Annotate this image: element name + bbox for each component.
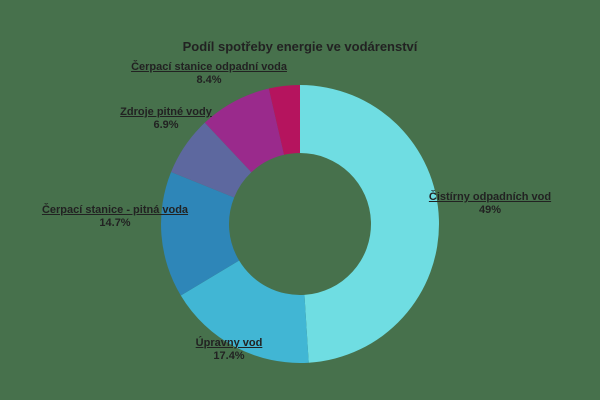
- slice-label-2[interactable]: Čerpací stanice - pitná voda 14.7%: [42, 204, 188, 230]
- slice-label-percent: 49%: [478, 204, 502, 216]
- slice-label-0[interactable]: Čistírny odpadních vod 49%: [429, 191, 551, 217]
- slice-label-3[interactable]: Zdroje pitné vody 6.9%: [120, 106, 212, 132]
- slice-label-percent: 14.7%: [99, 217, 131, 229]
- slice-label-name: Zdroje pitné vody: [120, 106, 212, 118]
- pie-slice-2[interactable]: [161, 172, 240, 296]
- pie-slice-4[interactable]: [204, 88, 285, 173]
- pie-slice-5[interactable]: [268, 85, 300, 155]
- slice-label-percent: 17.4%: [213, 350, 245, 362]
- slice-label-4[interactable]: Čerpací stanice odpadní voda 8.4%: [131, 61, 287, 87]
- pie-slice-0[interactable]: [300, 85, 440, 363]
- slice-label-name: Úpravny vod: [195, 337, 263, 349]
- slice-label-percent: 6.9%: [153, 119, 179, 131]
- slice-label-name: Čistírny odpadních vod: [428, 191, 552, 203]
- slice-label-name: Čerpací stanice odpadní voda: [131, 61, 287, 73]
- slice-label-name: Čerpací stanice - pitná voda: [41, 204, 189, 216]
- chart-title: Podíl spotřeby energie ve vodárenství: [182, 39, 418, 54]
- slice-label-1[interactable]: Úpravny vod 17.4%: [196, 337, 263, 363]
- pie-slice-3[interactable]: [171, 122, 252, 198]
- slice-label-percent: 8.4%: [196, 74, 222, 86]
- pie-slice-1[interactable]: [180, 260, 309, 363]
